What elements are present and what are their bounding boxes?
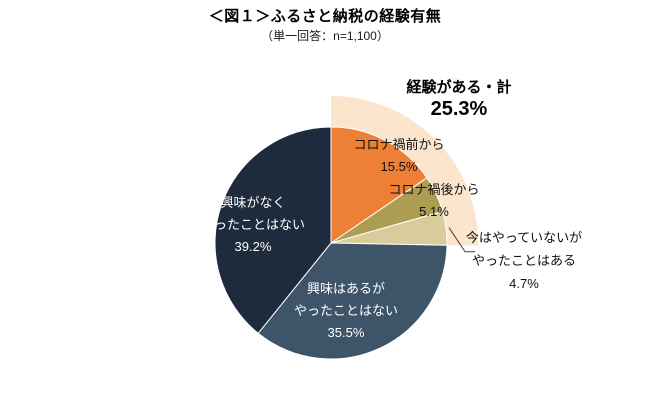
- chart-title: ＜図１＞ふるさと納税の経験有無: [208, 8, 442, 25]
- slice-label-post-corona: コロナ禍後から 5.1%: [388, 179, 479, 223]
- slice-label-text: やったことはない: [293, 303, 399, 318]
- slice-label-not-now: 今はやっていないが やったことはある 4.7%: [466, 226, 582, 295]
- leader-line: [448, 227, 475, 253]
- slice-label-text: 今はやっていないが: [465, 230, 583, 245]
- highlight-callout: 経験がある・計 25.3%: [406, 79, 511, 121]
- slice-label-interested: 興味はあるが やったことはない 35.5%: [294, 278, 398, 344]
- slice-label-pre-corona: コロナ禍前から 15.5%: [353, 134, 444, 178]
- slice-label-pct: 15.5%: [380, 159, 418, 174]
- slice-label-text: 興味はあるが: [306, 281, 386, 296]
- chart-subtitle: （単一回答：n=1,100）: [261, 29, 389, 43]
- pie-slice-0: [330, 126, 428, 244]
- pie-slice-3: [257, 242, 448, 360]
- slice-label-no-interest: 興味がなく やったことはない 39.2%: [201, 192, 305, 258]
- slice-label-text: やったことはない: [200, 217, 306, 232]
- slice-label-pct: 5.1%: [419, 204, 449, 219]
- slice-label-pct: 39.2%: [234, 239, 272, 254]
- slice-label-text: やったことはある: [471, 253, 577, 268]
- pie-slice-4: [214, 126, 332, 335]
- slice-label-text: コロナ禍後から: [388, 182, 480, 197]
- slice-label-pct: 35.5%: [327, 325, 365, 340]
- highlight-value: 25.3%: [430, 98, 488, 120]
- slice-label-text: 興味がなく: [220, 195, 286, 210]
- slice-label-pct: 4.7%: [509, 276, 539, 291]
- slice-label-text: コロナ禍前から: [353, 137, 445, 152]
- highlight-label: 経験がある・計: [406, 79, 512, 96]
